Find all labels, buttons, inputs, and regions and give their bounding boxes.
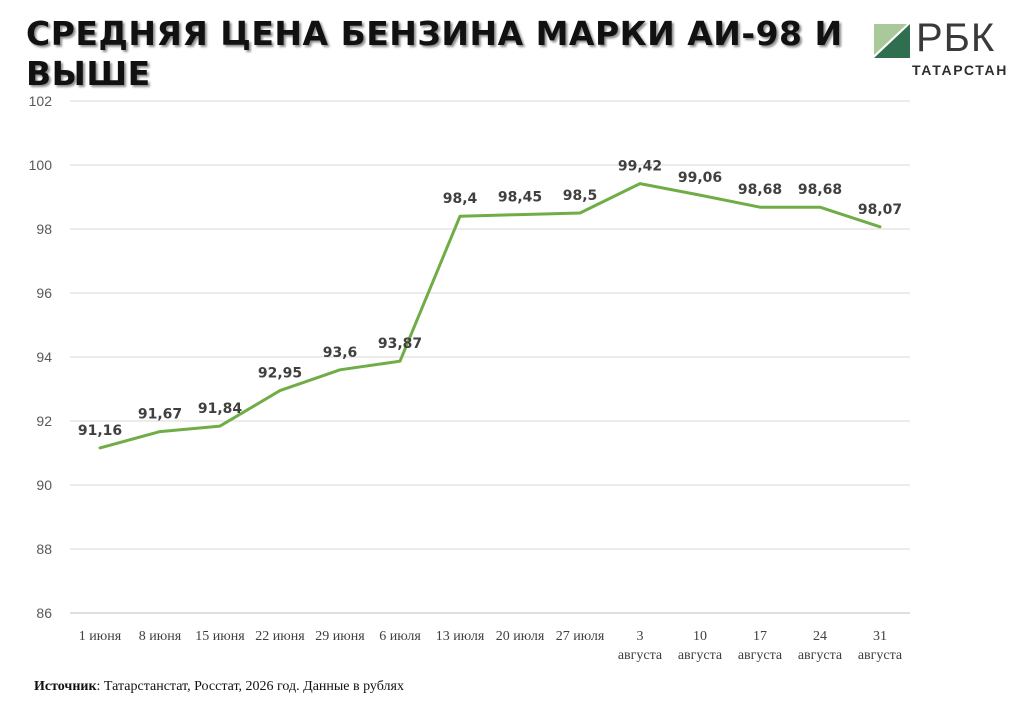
data-label: 91,16 [78,423,122,439]
y-tick-label: 98 [36,221,52,237]
logo-mark-dark-triangle [874,24,910,58]
x-tick-label: 3 августа [618,629,663,663]
gridlines [70,100,910,614]
data-label: 91,67 [138,407,182,423]
x-tick-label: 27 июля [556,629,605,644]
y-tick-label: 96 [36,285,52,301]
data-label: 92,95 [258,366,302,382]
data-label: 91,84 [198,401,243,417]
series-line [98,182,882,450]
chart-title: СРЕДНЯЯ ЦЕНА БЕНЗИНА МАРКИ АИ-98 И ВЫШЕ [26,14,843,93]
x-tick-label: 15 июня [195,629,245,644]
x-tick-label: 17 августа [738,629,783,663]
data-label: 93,6 [323,345,358,361]
y-axis-ticks: 86 88 90 92 94 96 98 100 102 [29,93,53,621]
x-tick-label: 10 августа [678,629,723,663]
y-tick-label: 86 [36,605,52,621]
y-tick-label: 92 [36,413,52,429]
rbc-logo-mark-icon [874,24,910,58]
data-label: 98,07 [858,202,902,218]
y-tick-label: 90 [36,477,52,493]
data-label: 98,4 [443,191,478,207]
data-label: 98,68 [738,182,782,198]
data-label: 98,45 [498,190,542,206]
x-tick-label: 31 августа [858,629,903,663]
data-label: 93,87 [378,336,422,352]
data-label: 98,68 [798,182,842,198]
logo-region: ТАТАРСТАН [912,62,1008,78]
data-label: 99,06 [678,170,722,186]
x-tick-label: 8 июня [139,629,182,644]
y-tick-label: 94 [36,349,52,365]
logo-mark-light-triangle [874,24,907,55]
x-axis-ticks: 1 июня 8 июня 15 июня 22 июня 29 июня 6 июля 1… [79,629,903,663]
x-tick-label: 6 июля [379,629,421,644]
x-tick-label: 24 августа [798,629,843,663]
logo-name: РБК [916,16,996,60]
source-note: Источник: Татарстанстат, Росстат, 2026 г… [34,679,404,695]
x-tick-label: 20 июля [496,629,545,644]
x-tick-label: 13 июля [436,629,485,644]
data-label: 99,42 [618,159,662,175]
y-tick-label: 88 [36,541,52,557]
source-label: Источник [34,679,97,694]
y-tick-label: 100 [29,157,53,173]
source-text: : Татарстанстат, Росстат, 2026 год. Данн… [96,679,404,694]
x-tick-label: 22 июня [255,629,305,644]
data-labels: 91,16 91,67 91,84 92,95 93,6 93,87 98,4 98,45 98… [78,159,902,439]
y-tick-label: 102 [29,93,53,109]
rbc-logo: РБК ТАТАРСТАН [874,16,1014,82]
x-tick-label: 1 июня [79,629,122,644]
x-tick-label: 29 июня [315,629,365,644]
data-label: 98,5 [563,188,598,204]
